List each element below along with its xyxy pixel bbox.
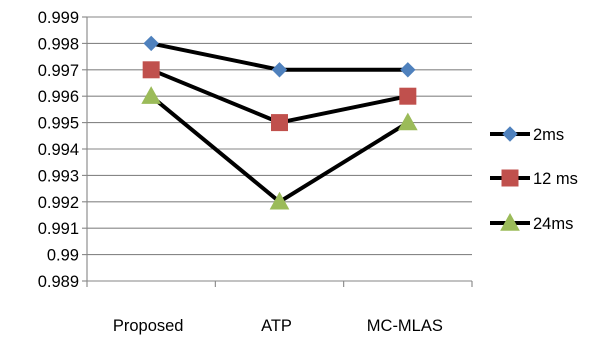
- legend-label: 12 ms: [533, 170, 578, 188]
- y-tick-label: 0.996: [38, 88, 79, 106]
- data-point-marker: [271, 62, 288, 78]
- data-point-marker: [143, 35, 159, 52]
- x-tick-label: ATP: [261, 317, 292, 335]
- axes: [82, 16, 473, 287]
- data-point-marker: [397, 112, 418, 131]
- y-tick-label: 0.993: [38, 167, 79, 185]
- y-tick-label: 0.989: [38, 273, 79, 291]
- y-tick-label: 0.997: [38, 62, 79, 80]
- series-markers: [141, 35, 418, 210]
- y-tick-label: 0.999: [38, 9, 79, 27]
- data-point-marker: [141, 86, 162, 104]
- y-tick-label: 0.994: [38, 141, 79, 159]
- y-tick-label: 0.998: [38, 35, 79, 53]
- x-tick-label: MC-MLAS: [367, 317, 443, 335]
- legend-label: 24ms: [533, 215, 573, 233]
- y-tick-labels: 0.989 0.99 0.991 0.992 0.993 0.994 0.995 0.996 0…: [38, 9, 79, 291]
- legend-marker: [502, 126, 518, 142]
- y-tick-label: 0.992: [38, 194, 79, 212]
- data-point-marker: [269, 191, 290, 210]
- x-tick-labels: Proposed ATP MC-MLAS: [113, 317, 443, 335]
- data-point-marker: [400, 62, 416, 78]
- legend-label: 2ms: [533, 126, 564, 144]
- legend: 2ms 12 ms 24ms: [490, 126, 578, 233]
- data-point-marker: [271, 114, 288, 132]
- x-tick-label: Proposed: [113, 317, 184, 335]
- legend-marker: [501, 169, 519, 187]
- y-tick-label: 0.991: [38, 220, 79, 238]
- y-tick-label: 0.995: [38, 115, 79, 133]
- gridlines: [87, 16, 472, 282]
- legend-marker: [500, 212, 520, 231]
- y-tick-label: 0.99: [47, 247, 79, 265]
- data-point-marker: [399, 87, 417, 105]
- data-point-marker: [142, 61, 160, 79]
